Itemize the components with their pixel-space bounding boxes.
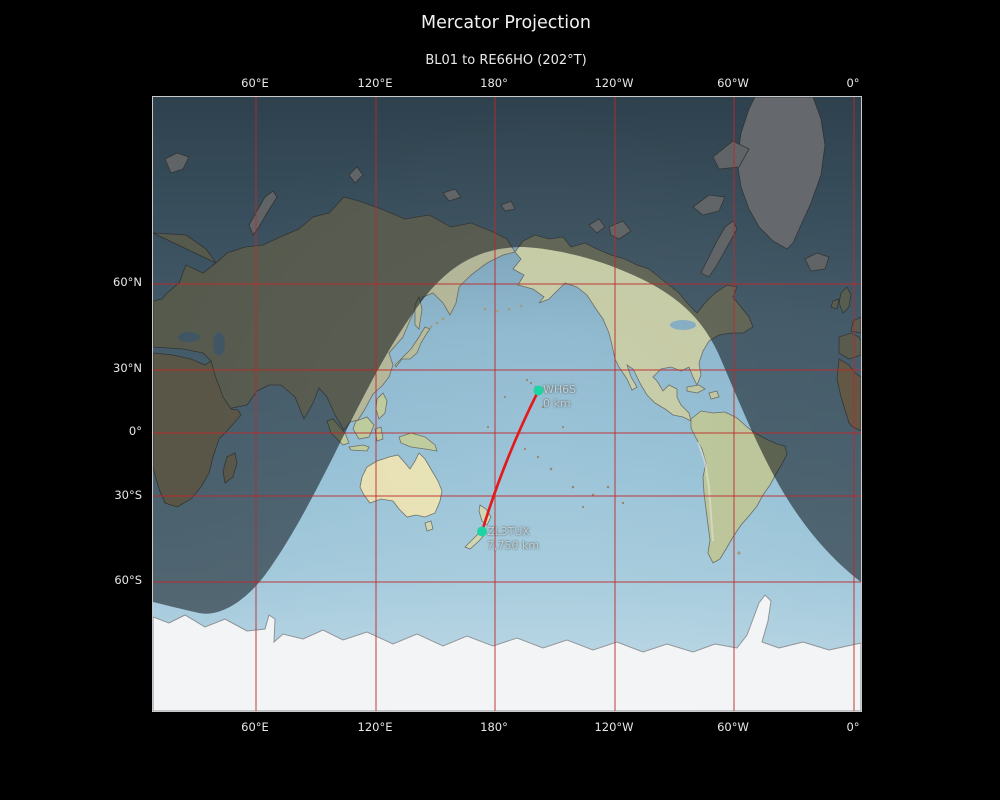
marker-zl3tux (477, 526, 487, 537)
night-overlay (153, 97, 861, 614)
marker-distance: 0 km (543, 397, 571, 410)
lon-label-bottom-0: 0° (846, 720, 860, 734)
route-subtitle: BL01 to RE66HO (202°T) (425, 53, 587, 68)
lat-label-30n: 30°N (113, 361, 142, 375)
lat-label-60s: 60°S (114, 573, 142, 587)
lon-label-top-60w: 60°W (717, 76, 749, 90)
marker-callsign: ZL3TUX (487, 525, 530, 538)
marker-label-zl3tux: ZL3TUX 7,750 km (487, 525, 539, 553)
page-title: Mercator Projection (421, 13, 591, 33)
graticule (153, 97, 861, 711)
map-canvas: WH6S 0 km ZL3TUX 7,750 km (152, 96, 862, 712)
lon-label-top-120w: 120°W (594, 76, 634, 90)
lon-label-bottom-120w: 120°W (594, 720, 634, 734)
marker-distance: 7,750 km (487, 539, 540, 552)
marker-label-wh6s: WH6S 0 km (543, 383, 576, 411)
lat-label-0: 0° (128, 424, 142, 438)
lon-label-top-180: 180° (480, 76, 508, 90)
lon-label-bottom-60w: 60°W (717, 720, 749, 734)
world-map-svg (153, 97, 861, 711)
lon-label-bottom-120e: 120°E (357, 720, 393, 734)
marker-callsign: WH6S (543, 383, 577, 396)
lon-label-top-60e: 60°E (241, 76, 269, 90)
lon-label-top-120e: 120°E (357, 76, 393, 90)
lon-label-bottom-60e: 60°E (241, 720, 269, 734)
lon-label-top-0: 0° (846, 76, 860, 90)
great-circle-track (480, 389, 540, 533)
lat-label-30s: 30°S (114, 488, 142, 502)
lon-label-bottom-180: 180° (480, 720, 508, 734)
marker-wh6s (533, 385, 544, 396)
lat-label-60n: 60°N (113, 275, 142, 289)
